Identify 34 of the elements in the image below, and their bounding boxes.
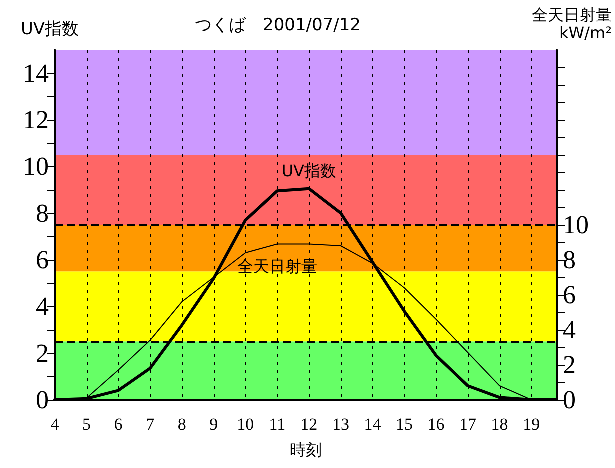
x-tick-label: 5 [82,415,92,434]
x-tick-label: 12 [300,415,318,434]
y2-tick-label: 6 [563,280,576,310]
y-tick-label: 10 [23,152,49,182]
y-tick-label: 4 [36,292,49,322]
y2-tick-label: 8 [563,246,576,274]
x-tick-label: 6 [114,415,123,434]
x-tick-label: 13 [332,415,350,434]
y2-tick-label: 4 [563,316,576,344]
y-tick-label: 6 [36,246,49,274]
x-tick-label: 8 [178,415,186,434]
y-tick-label: 2 [36,338,49,368]
y2-tick-label: 0 [563,386,576,414]
x-tick-label: 10 [237,415,254,434]
y2-axis-title: 全天日射量 kW/m² [532,6,612,42]
x-tick-label: 15 [396,415,413,434]
x-tick-label: 17 [460,415,478,434]
x-tick-label: 9 [210,415,218,434]
x-tick-label: 14 [364,415,382,434]
x-tick-label: 19 [523,415,540,434]
y2-tick-label: 2 [563,350,576,380]
x-tick-label: 16 [428,415,445,434]
series-label: UV指数 [282,161,337,180]
y-tick-label: 0 [36,386,49,414]
y2-tick-label: 10 [563,210,589,240]
y-axis-title: UV指数 [20,20,80,40]
y-tick-label: 12 [23,106,49,134]
y-tick-label: 14 [23,58,49,88]
chart-title: つくば 2001/07/12 [195,16,361,36]
x-tick-label: 11 [269,415,286,434]
x-tick-label: 7 [146,415,156,434]
x-tick-label: 18 [491,415,508,434]
y-tick-label: 8 [36,198,49,228]
x-axis-title: 時刻 [290,440,322,460]
